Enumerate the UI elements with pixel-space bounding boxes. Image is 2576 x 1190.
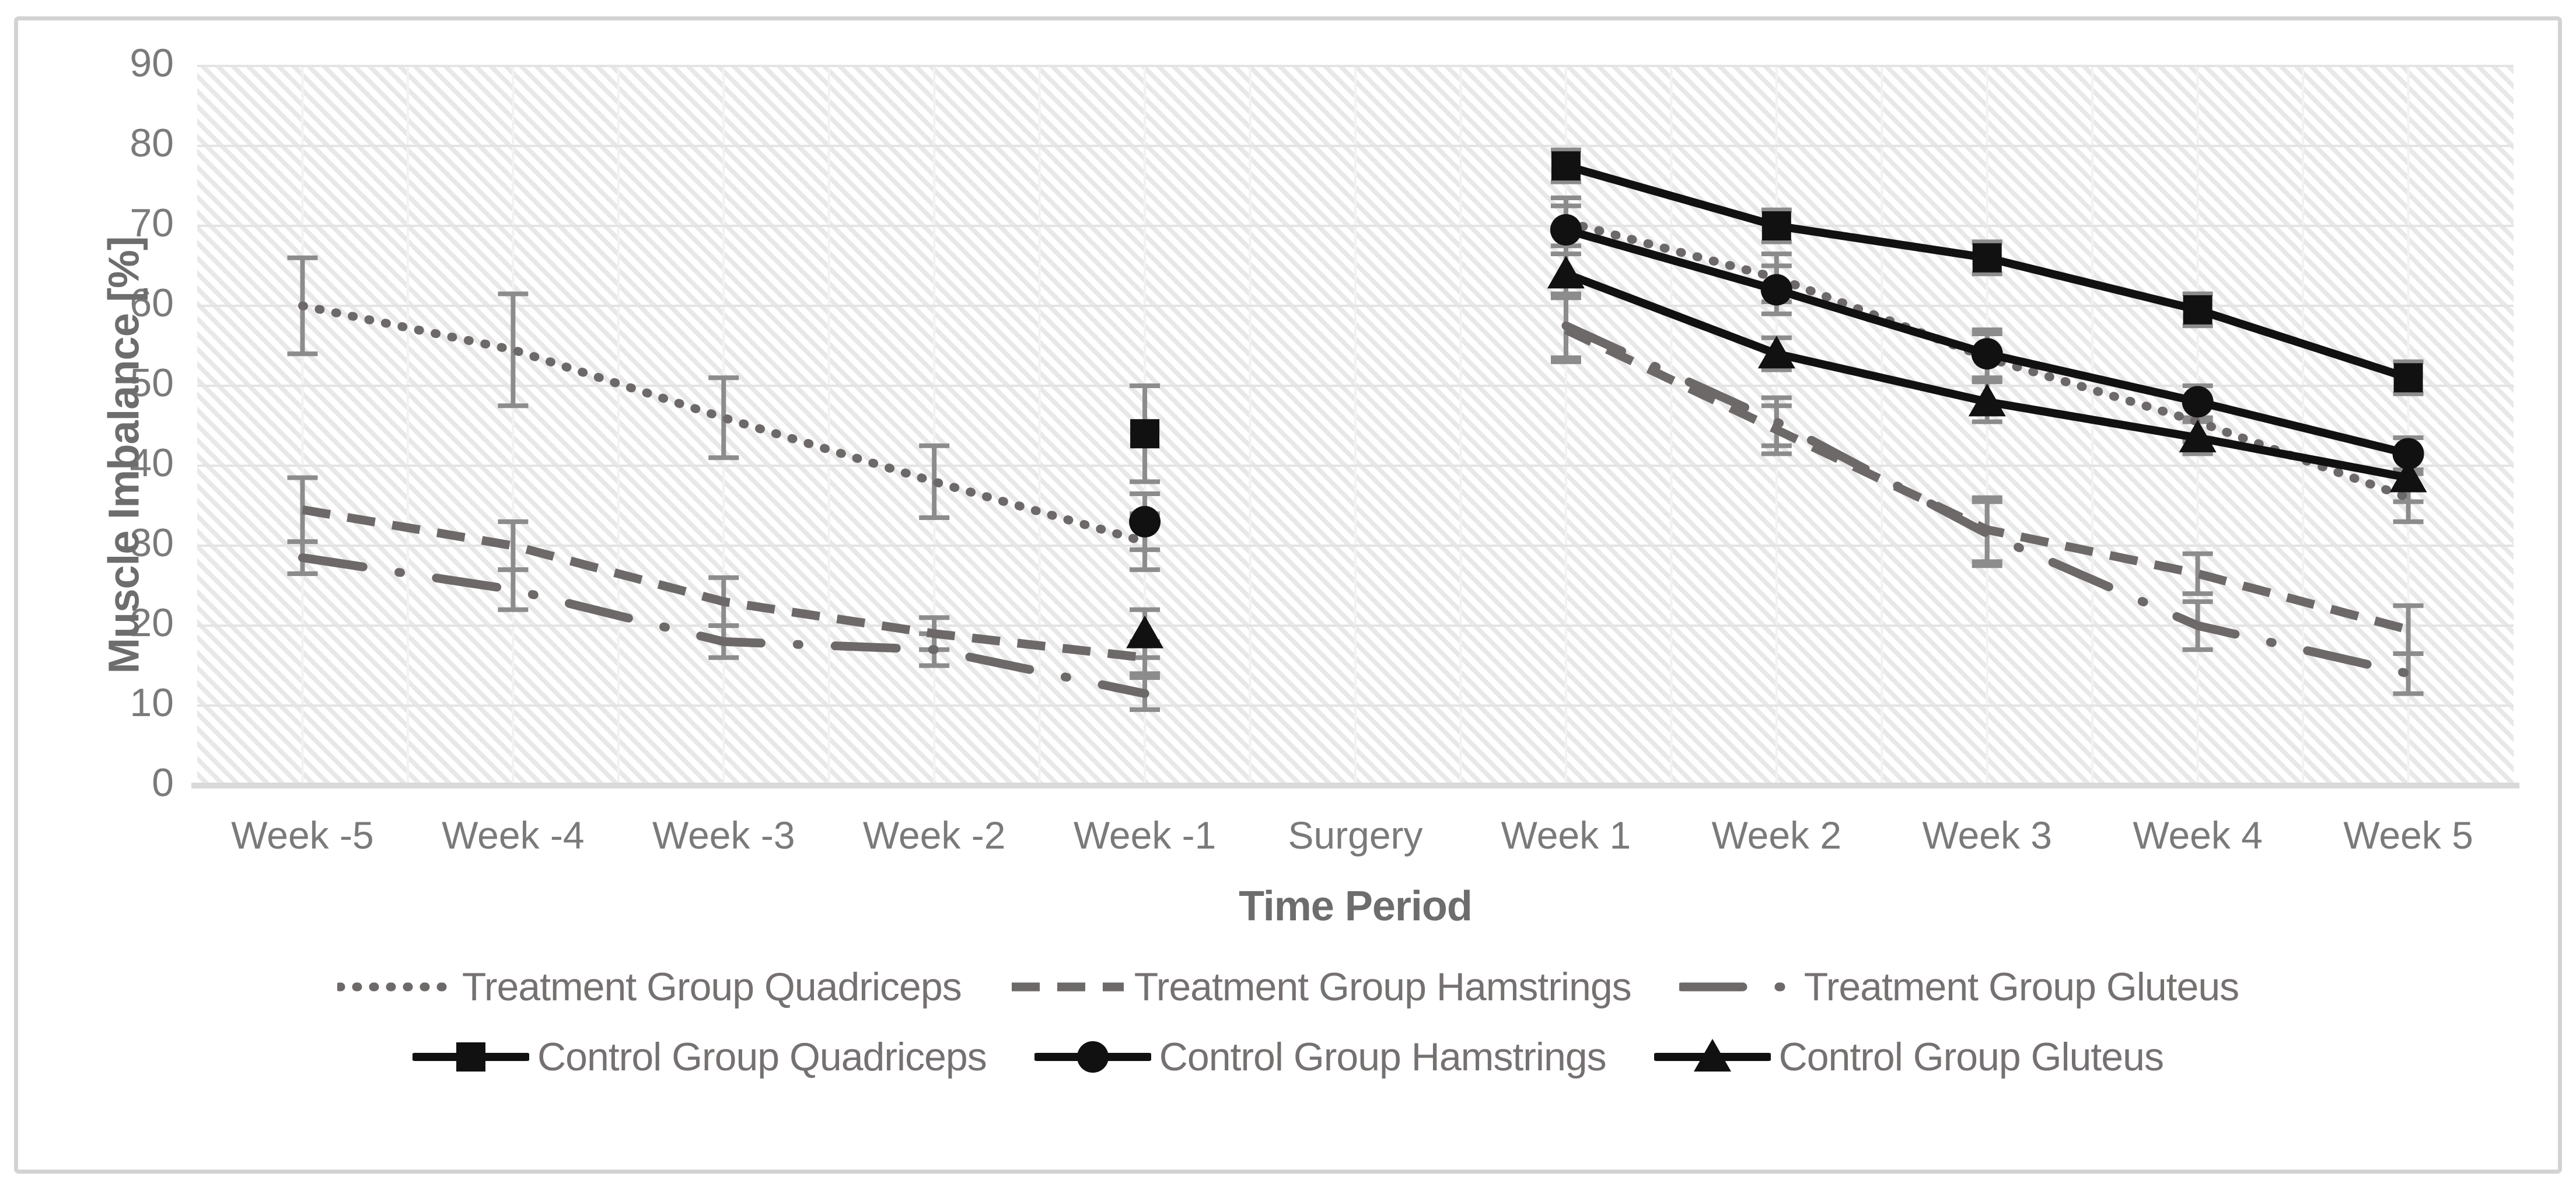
marker-circle bbox=[1760, 274, 1792, 306]
series-line bbox=[302, 505, 1145, 662]
marker-circle bbox=[2182, 386, 2214, 418]
legend-label: Control Group Hamstrings bbox=[1159, 1035, 1607, 1079]
x-axis-title: Time Period bbox=[1239, 883, 1473, 930]
marker-circle bbox=[1550, 214, 1582, 246]
legend-item: Control Group Hamstrings bbox=[1034, 1034, 1607, 1080]
marker-square bbox=[1130, 419, 1160, 449]
y-tick-label: 20 bbox=[130, 601, 174, 645]
legend-label: Treatment Group Hamstrings bbox=[1134, 965, 1632, 1009]
marker-triangle bbox=[1547, 256, 1585, 289]
legend-item: Control Group Gluteus bbox=[1654, 1034, 2164, 1080]
legend-item: Treatment Group Quadriceps bbox=[337, 964, 962, 1010]
x-tick-label: Week 4 bbox=[2133, 814, 2263, 857]
error-bar bbox=[2182, 551, 2213, 596]
series-line bbox=[298, 553, 1149, 698]
y-axis-title: Muscle Imbalance [%] bbox=[99, 236, 148, 674]
x-tick-label: Week 1 bbox=[1501, 814, 1631, 857]
legend-swatch-icon bbox=[337, 982, 454, 992]
marker-square bbox=[1761, 211, 1791, 240]
legend-label: Treatment Group Quadriceps bbox=[462, 965, 962, 1009]
legend-swatch-icon bbox=[1011, 982, 1124, 992]
y-tick-label: 30 bbox=[130, 521, 174, 565]
marker-triangle bbox=[1757, 336, 1795, 369]
marker-circle bbox=[1971, 338, 2003, 370]
marker-triangle bbox=[2389, 459, 2427, 493]
legend-label: Control Group Gluteus bbox=[1778, 1035, 2164, 1079]
x-tick-label: Week -3 bbox=[652, 814, 795, 857]
x-tick-label: Week -4 bbox=[442, 814, 585, 857]
marker-triangle bbox=[2179, 420, 2217, 453]
legend-swatch-icon bbox=[413, 1042, 530, 1072]
x-tick-label: Week -1 bbox=[1074, 814, 1217, 857]
y-tick-label: 60 bbox=[130, 281, 174, 325]
legend-label: Treatment Group Gluteus bbox=[1803, 965, 2239, 1009]
error-bar bbox=[498, 291, 529, 409]
error-bar bbox=[498, 567, 529, 612]
x-tick-label: Surgery bbox=[1288, 814, 1422, 857]
legend-row: Treatment Group Quadriceps Treatment Grou… bbox=[337, 964, 2239, 1010]
legend-swatch-icon bbox=[1654, 1039, 1771, 1072]
legend-label: Control Group Quadriceps bbox=[537, 1035, 987, 1079]
legend-item: Treatment Group Hamstrings bbox=[1009, 964, 1632, 1010]
y-tick-label: 70 bbox=[130, 201, 174, 245]
legend-item: Control Group Quadriceps bbox=[413, 1034, 987, 1080]
marker-circle bbox=[2392, 438, 2424, 470]
marker-triangle bbox=[1968, 383, 2006, 417]
y-tick-label: 50 bbox=[130, 361, 174, 405]
y-tick-label: 40 bbox=[130, 441, 174, 485]
legend-row: Control Group Quadriceps Control Group Ha… bbox=[413, 1034, 2164, 1080]
x-tick-label: Week -2 bbox=[863, 814, 1006, 857]
legend-swatch-icon bbox=[1679, 982, 1796, 992]
chart-legend: Treatment Group Quadriceps Treatment Grou… bbox=[0, 964, 2576, 1080]
marker-triangle bbox=[1126, 615, 1164, 648]
marker-square bbox=[1972, 243, 2002, 273]
y-tick-label: 90 bbox=[130, 41, 174, 85]
marker-square bbox=[1551, 151, 1581, 181]
legend-item: Treatment Group Gluteus bbox=[1679, 964, 2239, 1010]
marker-square bbox=[2183, 295, 2213, 324]
x-tick-label: Week 5 bbox=[2343, 814, 2473, 857]
legend-swatch-icon bbox=[1034, 1041, 1151, 1073]
y-tick-label: 10 bbox=[130, 681, 174, 725]
marker-circle bbox=[1129, 505, 1161, 538]
marker-square bbox=[2393, 363, 2423, 393]
series-line bbox=[298, 301, 1149, 546]
x-tick-label: Week 2 bbox=[1712, 814, 1842, 857]
y-tick-label: 0 bbox=[152, 760, 174, 805]
x-tick-label: Week 3 bbox=[1922, 814, 2052, 857]
x-tick-label: Week -5 bbox=[231, 814, 374, 857]
y-tick-label: 80 bbox=[130, 121, 174, 165]
series-line bbox=[1561, 321, 2413, 678]
